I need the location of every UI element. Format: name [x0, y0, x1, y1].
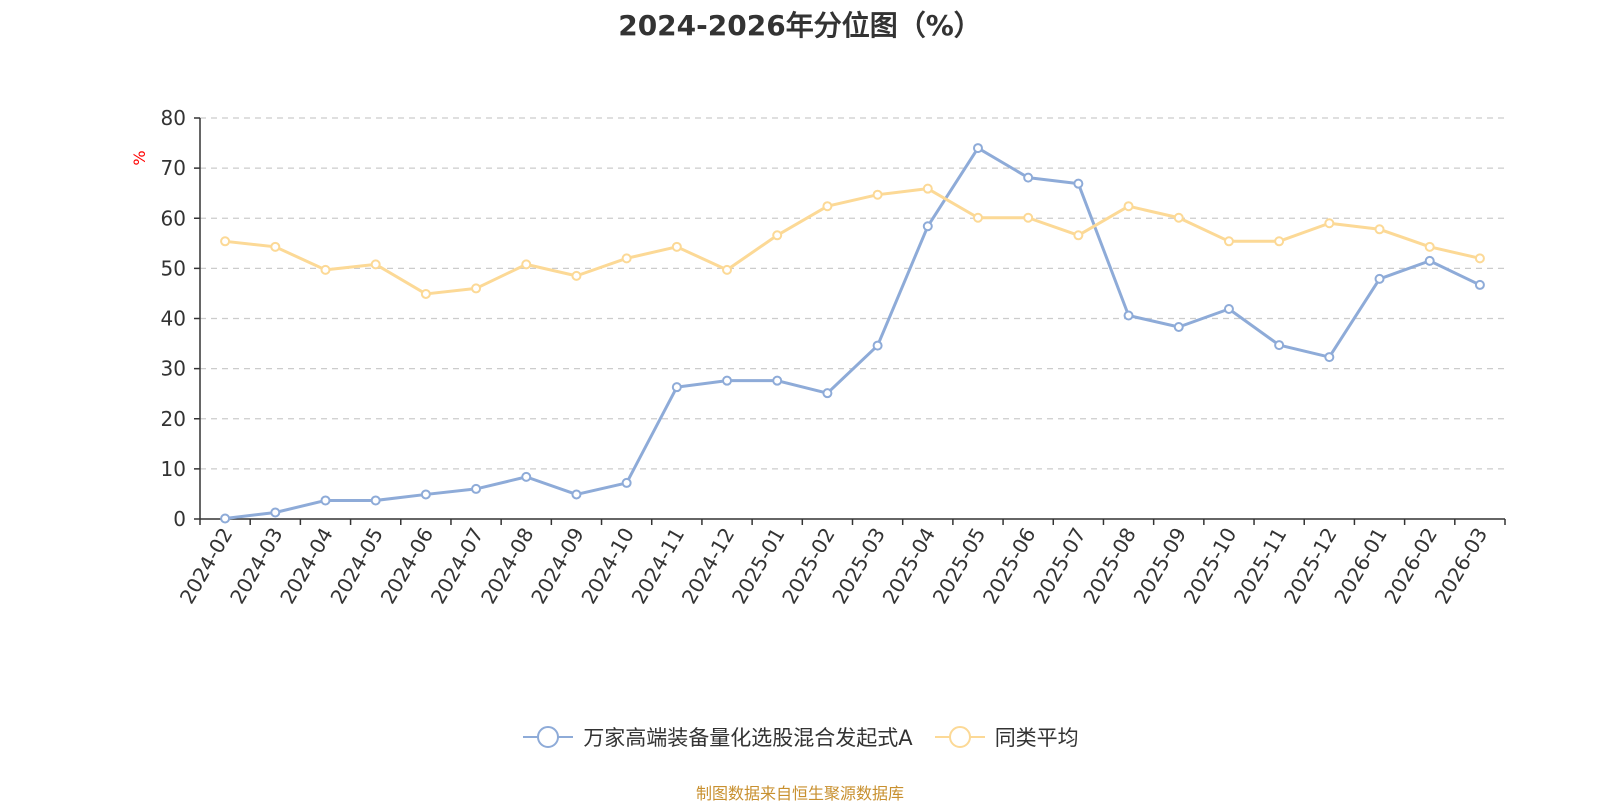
data-point — [1424, 241, 1435, 252]
data-point — [772, 230, 783, 241]
y-tick-label: 0 — [173, 507, 186, 531]
data-point — [320, 264, 331, 275]
data-point — [722, 375, 733, 386]
data-point — [1374, 273, 1385, 284]
series-lines — [220, 143, 1485, 524]
data-point — [822, 201, 833, 212]
data-point — [1274, 236, 1285, 247]
data-point — [220, 513, 231, 524]
data-point — [822, 388, 833, 399]
axes: 010203040506070802024-022024-032024-0420… — [161, 106, 1506, 608]
data-point — [1223, 303, 1234, 314]
data-point — [1023, 212, 1034, 223]
legend-label: 万家高端装备量化选股混合发起式A — [583, 726, 913, 750]
data-point — [671, 241, 682, 252]
data-point — [320, 495, 331, 506]
data-point — [671, 382, 682, 393]
data-point — [1324, 352, 1335, 363]
legend-line-circle-icon — [934, 726, 985, 748]
legend-label: 同类平均 — [994, 726, 1079, 750]
legend-item[interactable]: 万家高端装备量化选股混合发起式A — [521, 722, 913, 752]
chart-title: 2024-2026年分位图（%） — [618, 9, 982, 42]
data-point — [471, 483, 482, 494]
data-point — [772, 375, 783, 386]
data-point — [420, 288, 431, 299]
data-point — [972, 143, 983, 154]
data-point — [1223, 236, 1234, 247]
data-point — [872, 340, 883, 351]
data-point — [521, 259, 532, 270]
data-point — [571, 489, 582, 500]
data-point — [370, 259, 381, 270]
y-tick-label: 50 — [161, 256, 186, 280]
data-point — [1173, 322, 1184, 333]
data-point — [370, 495, 381, 506]
data-point — [1474, 253, 1485, 264]
data-point — [1274, 340, 1285, 351]
data-point — [521, 471, 532, 482]
series-line — [224, 187, 1481, 296]
data-point — [1123, 310, 1134, 321]
y-tick-label: 70 — [161, 156, 186, 180]
legend: 万家高端装备量化选股混合发起式A 同类平均 — [0, 722, 1600, 752]
data-point — [1173, 212, 1184, 223]
data-point — [1374, 224, 1385, 235]
y-tick-label: 20 — [161, 407, 186, 431]
legend-item[interactable]: 同类平均 — [933, 722, 1079, 752]
data-point — [1424, 255, 1435, 266]
data-point — [220, 236, 231, 247]
series-0 — [220, 143, 1485, 524]
data-point — [922, 183, 933, 194]
grid-lines — [200, 117, 1505, 470]
data-point — [1073, 178, 1084, 189]
data-point — [571, 270, 582, 281]
data-point — [270, 241, 281, 252]
data-point — [1023, 172, 1034, 183]
series-line — [224, 146, 1481, 520]
data-point — [471, 283, 482, 294]
data-point — [922, 221, 933, 232]
source-note: 制图数据来自恒生聚源数据库 — [695, 784, 904, 803]
data-point — [972, 212, 983, 223]
y-axis-unit-label: % — [130, 150, 149, 165]
y-tick-label: 60 — [161, 206, 186, 230]
data-point — [1474, 279, 1485, 290]
data-point — [420, 489, 431, 500]
data-point — [1123, 201, 1134, 212]
data-point — [270, 507, 281, 518]
y-tick-label: 40 — [161, 307, 186, 331]
y-tick-label: 80 — [161, 106, 186, 130]
series-1 — [220, 183, 1485, 299]
data-point — [1324, 218, 1335, 229]
legend-line-circle-icon — [523, 726, 574, 748]
data-point — [872, 189, 883, 200]
data-point — [1073, 230, 1084, 241]
data-point — [621, 477, 632, 488]
y-tick-label: 10 — [161, 457, 186, 481]
data-point — [621, 253, 632, 264]
y-tick-label: 30 — [161, 357, 186, 381]
data-point — [722, 264, 733, 275]
